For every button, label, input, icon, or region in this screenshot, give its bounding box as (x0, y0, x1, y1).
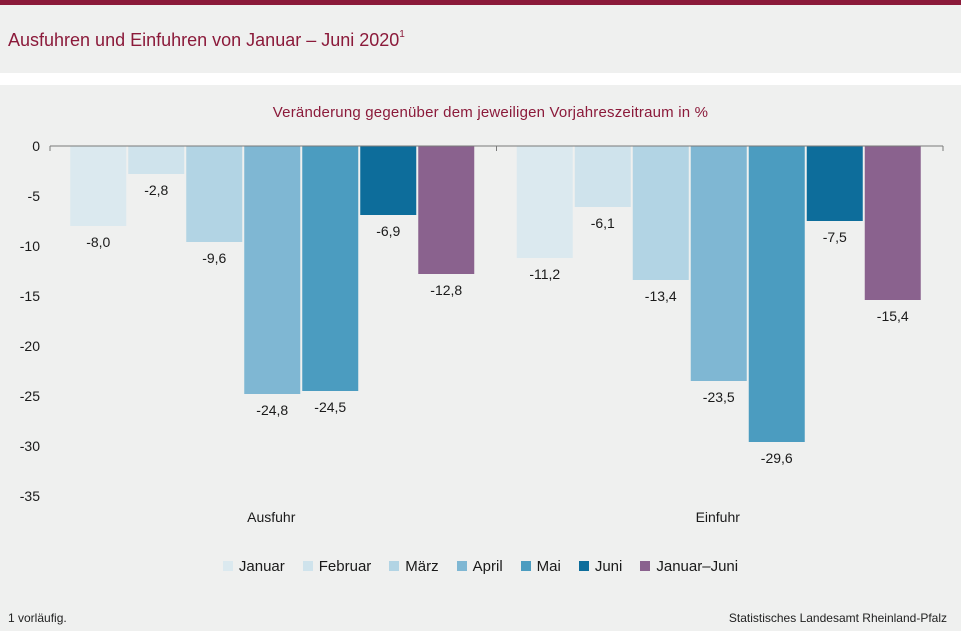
bar-data-label: -8,0 (86, 234, 110, 250)
bar (186, 146, 243, 242)
legend-label: März (405, 557, 439, 575)
bar (632, 146, 689, 280)
legend-item: Juni (578, 556, 623, 576)
y-tick-label: -35 (20, 488, 40, 504)
bar (864, 146, 921, 300)
bar-data-label: -24,8 (256, 402, 288, 418)
bar (302, 146, 359, 391)
top-accent-rule (0, 0, 961, 5)
bar-data-label: -24,5 (314, 399, 346, 415)
legend-swatch (222, 561, 233, 571)
bar-data-label: -2,8 (144, 182, 168, 198)
chart-legend: Januar Februar März April Mai Juni Januar–Juni (0, 556, 961, 576)
header-separator (0, 73, 961, 85)
y-tick-label: -30 (20, 438, 40, 454)
x-category-label: Ausfuhr (247, 509, 296, 525)
legend-item: Januar (222, 556, 285, 576)
bar-data-label: -12,8 (430, 282, 462, 298)
bar-data-label: -9,6 (202, 250, 226, 266)
bar (360, 146, 417, 215)
page-header: Ausfuhren und Einfuhren von Januar – Jun… (0, 5, 961, 73)
legend-label: Mai (536, 557, 561, 575)
source-credit: Statistisches Landesamt Rheinland-Pfalz (728, 611, 947, 625)
bar (70, 146, 127, 226)
y-tick-label: 0 (32, 138, 40, 154)
bar-data-label: -23,5 (703, 389, 735, 405)
legend-item: März (389, 556, 439, 576)
bar (690, 146, 747, 381)
bar-data-label: -6,9 (376, 223, 400, 239)
bar (806, 146, 863, 221)
bar-data-label: -29,6 (761, 450, 793, 466)
legend-swatch (640, 561, 651, 571)
bar-data-label: -15,4 (877, 308, 909, 324)
legend-swatch (389, 561, 400, 571)
bar (516, 146, 573, 258)
bar-data-label: -6,1 (591, 215, 615, 231)
legend-label: Januar (238, 557, 285, 575)
y-tick-label: -15 (20, 288, 40, 304)
legend-swatch (578, 561, 589, 571)
y-tick-label: -25 (20, 388, 40, 404)
legend-swatch (520, 561, 531, 571)
x-category-label: Einfuhr (696, 509, 741, 525)
legend-label: April (472, 557, 503, 575)
legend-item: Februar (302, 556, 372, 576)
chart-title: Veränderung gegenüber dem jeweiligen Vor… (272, 104, 709, 121)
bar (244, 146, 301, 394)
legend-label: Februar (318, 557, 372, 575)
page-title-footnote-mark: 1 (399, 29, 405, 40)
bar (748, 146, 805, 442)
page-title-text: Ausfuhren und Einfuhren von Januar – Jun… (8, 30, 400, 50)
y-tick-label: -10 (20, 238, 40, 254)
legend-label: Juni (594, 557, 623, 575)
bar-data-label: -13,4 (645, 288, 677, 304)
legend-item: Mai (520, 556, 561, 576)
bar (128, 146, 185, 174)
legend-item: Januar–Juni (640, 556, 738, 576)
legend-label: Januar–Juni (656, 557, 739, 575)
footnote: 1 vorläufig. (8, 611, 67, 625)
bar (418, 146, 475, 274)
bar-data-label: -11,2 (529, 266, 560, 282)
page-title: Ausfuhren und Einfuhren von Januar – Jun… (8, 29, 405, 51)
legend-swatch (456, 561, 467, 571)
bar (574, 146, 631, 207)
y-tick-label: -20 (20, 338, 40, 354)
y-tick-label: -5 (28, 188, 41, 204)
legend-swatch (302, 561, 313, 571)
bar-data-label: -7,5 (823, 229, 847, 245)
legend-item: April (456, 556, 503, 576)
